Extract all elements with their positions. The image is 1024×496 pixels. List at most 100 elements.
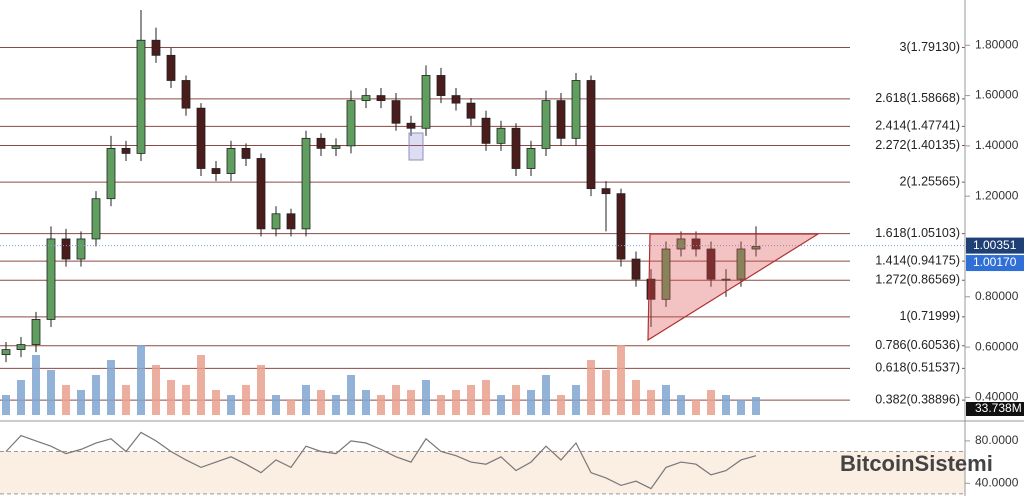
- candle-body: [196, 107, 206, 169]
- volume-bar: [242, 385, 250, 415]
- candle-body: [376, 95, 386, 102]
- volume-bar: [662, 385, 670, 415]
- candle-body: [91, 198, 101, 240]
- candle-body: [631, 258, 641, 280]
- y-tick-label: 0.40000: [975, 390, 1019, 404]
- volume-bar: [587, 360, 595, 415]
- y-tick-label: 1.80000: [975, 37, 1019, 51]
- volume-bar: [362, 390, 370, 415]
- candle-body: [706, 248, 716, 280]
- volume-bar: [257, 365, 265, 415]
- triangle-pattern: [647, 233, 821, 342]
- overlay: 1.80000 1.60000 1.40000 1.20000 0.80000 0.600…: [840, 37, 1024, 489]
- candle-body: [241, 147, 251, 159]
- candle-body: [136, 39, 146, 154]
- volume-bar: [272, 395, 280, 415]
- candle-body: [601, 188, 611, 195]
- volume-bar: [482, 380, 490, 415]
- candle-body: [301, 137, 311, 230]
- candle-body: [391, 100, 401, 124]
- volume-bar: [437, 395, 445, 415]
- watermark: BitcoinSistemi: [840, 451, 993, 476]
- volume-bar: [47, 370, 55, 415]
- volume-bar: [77, 390, 85, 415]
- fib-label-bg: [850, 137, 962, 154]
- volume-bar: [122, 385, 130, 415]
- candle-body: [76, 238, 86, 260]
- rsi-band: [0, 451, 965, 494]
- candle-body: [511, 127, 521, 169]
- candle-body: [226, 147, 236, 174]
- candle-body: [211, 168, 221, 174]
- price-tag-label: 1.00351: [973, 238, 1017, 252]
- fib-label: 1.414(0.94175): [875, 253, 960, 267]
- fib-label: 3(1.79130): [900, 40, 960, 54]
- candle-body: [256, 158, 266, 230]
- fib-label: 0.382(0.38896): [875, 392, 960, 406]
- candle-body: [496, 127, 506, 144]
- fib-label: 1.272(0.86569): [875, 273, 960, 287]
- candle-body: [466, 102, 476, 119]
- fib-label-bg: [850, 39, 962, 56]
- volume-bar: [737, 400, 745, 415]
- volume-bar: [107, 360, 115, 415]
- volume-bar: [467, 385, 475, 415]
- candle-body: [736, 248, 746, 280]
- volume-bar: [512, 385, 520, 415]
- candle-body: [286, 213, 296, 230]
- y-tick-label: 0.80000: [975, 289, 1019, 303]
- volume-bar: [602, 370, 610, 415]
- volume-bar: [452, 390, 460, 415]
- candle-body: [571, 80, 581, 139]
- volume-bar: [182, 385, 190, 415]
- fib-label-bg: [850, 225, 962, 242]
- fib-label-bg: [850, 118, 962, 135]
- volume-bar: [17, 380, 25, 415]
- y-tick-label: 0.60000: [975, 339, 1019, 353]
- y-tick-label: 1.40000: [975, 138, 1019, 152]
- volume-bar: [752, 397, 760, 415]
- candle-body: [451, 95, 461, 104]
- volume-bar: [572, 385, 580, 415]
- candle-body: [316, 137, 326, 149]
- candle-body: [61, 238, 71, 260]
- volume-bar: [167, 380, 175, 415]
- candle-body: [751, 246, 761, 250]
- volume-bar: [557, 395, 565, 415]
- volume-bar: [527, 390, 535, 415]
- price-tag: [966, 255, 1024, 272]
- plot: [0, 10, 965, 495]
- volume-bar: [497, 395, 505, 415]
- candle-body: [721, 278, 731, 281]
- volume-bar: [347, 375, 355, 415]
- volume-bar: [407, 390, 415, 415]
- volume-tag-label: 33.738M: [975, 401, 1022, 415]
- fib-label-bg: [850, 360, 962, 377]
- price-tag: [966, 237, 1024, 254]
- candle-body: [31, 319, 41, 345]
- volume-bar: [617, 345, 625, 415]
- candle-body: [106, 147, 116, 200]
- candle-body: [526, 147, 536, 169]
- candle-body: [406, 122, 416, 129]
- candle-body: [586, 80, 596, 190]
- candle-body: [676, 238, 686, 250]
- volume-bar: [332, 395, 340, 415]
- volume-bar: [32, 355, 40, 415]
- volume-bar: [137, 345, 145, 415]
- rsi-line: [5, 431, 757, 490]
- y-tick-label: 1.60000: [975, 88, 1019, 102]
- volume-bar: [632, 380, 640, 415]
- y-tick-label: 40.0000: [975, 475, 1019, 489]
- volume-bar: [152, 365, 160, 415]
- fib-label-bg: [850, 174, 962, 191]
- volume-bar: [647, 390, 655, 415]
- fib-label: 0.786(0.60536): [875, 338, 960, 352]
- candle-body: [181, 80, 191, 109]
- y-tick-label: 1.20000: [975, 188, 1019, 202]
- volume-bar: [62, 385, 70, 415]
- candle-body: [271, 213, 281, 230]
- fib-label: 1(0.71999): [900, 309, 960, 323]
